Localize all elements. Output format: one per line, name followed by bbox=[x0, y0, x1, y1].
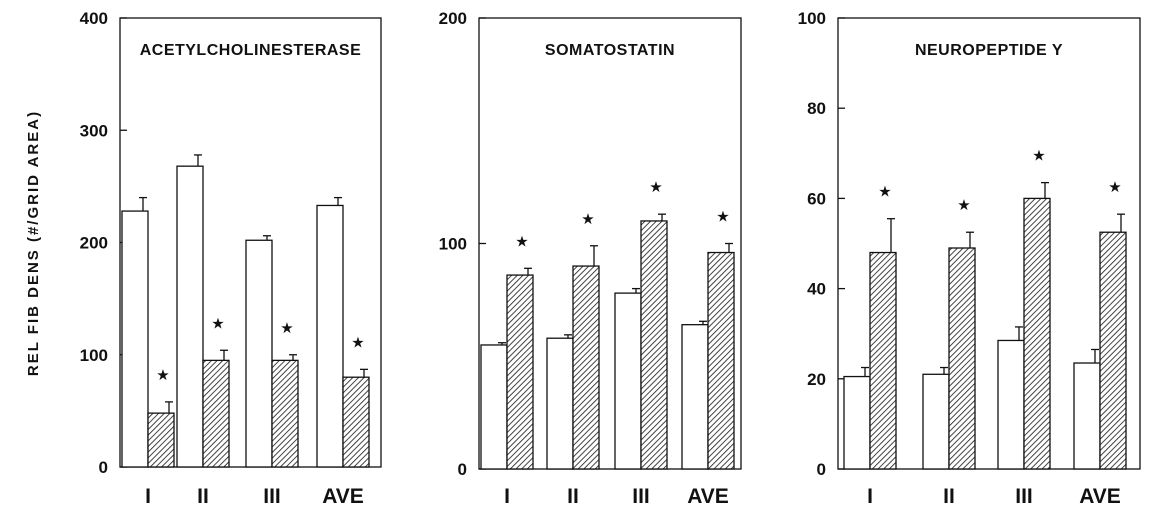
bar-treated bbox=[948, 247, 976, 470]
bar-control bbox=[922, 373, 950, 470]
x-tick-label: III bbox=[1015, 485, 1033, 508]
bar-control bbox=[121, 210, 149, 468]
bar-treated bbox=[202, 359, 230, 468]
chart-panel: 0 100 200 SOMATOSTATIN ★ I ★ II ★ III ★ AVE bbox=[439, 9, 742, 508]
bar-control bbox=[1073, 362, 1101, 470]
significance-star: ★ bbox=[1108, 178, 1121, 196]
significance-star: ★ bbox=[1032, 147, 1045, 165]
x-tick-label: II bbox=[197, 485, 209, 508]
bar-treated bbox=[506, 274, 534, 470]
bar-control bbox=[546, 337, 574, 470]
bar-control bbox=[480, 344, 508, 470]
bar-treated bbox=[271, 359, 299, 468]
significance-star: ★ bbox=[581, 210, 594, 228]
chart-title: SOMATOSTATIN bbox=[545, 42, 675, 59]
y-tick-label: 20 bbox=[807, 370, 826, 389]
x-tick-label: III bbox=[632, 485, 650, 508]
x-tick-label: AVE bbox=[1079, 485, 1121, 508]
significance-star: ★ bbox=[156, 366, 169, 384]
bar-treated bbox=[707, 251, 735, 470]
significance-star: ★ bbox=[649, 178, 662, 196]
bar-control bbox=[997, 339, 1025, 470]
panels: 0100200300400ACETYLCHOLINESTERASE★I★II★I… bbox=[80, 9, 1141, 508]
y-tick-label: 0 bbox=[99, 458, 108, 477]
bar-treated bbox=[1099, 231, 1127, 470]
y-axis-label: REL FIB DENS (#/GRID AREA) bbox=[25, 110, 42, 376]
bar-treated bbox=[640, 220, 668, 470]
significance-star: ★ bbox=[211, 314, 224, 332]
bar-control bbox=[681, 324, 709, 470]
y-tick-label: 200 bbox=[439, 9, 467, 28]
x-tick-label: I bbox=[145, 485, 151, 508]
chart-title: ACETYLCHOLINESTERASE bbox=[140, 42, 362, 59]
y-tick-label: 100 bbox=[798, 9, 826, 28]
y-tick-label: 0 bbox=[458, 460, 467, 479]
bar-treated bbox=[342, 376, 370, 468]
x-tick-label: I bbox=[504, 485, 510, 508]
y-tick-label: 80 bbox=[807, 99, 826, 118]
y-tick-label: 100 bbox=[80, 346, 108, 365]
x-tick-label: II bbox=[567, 485, 579, 508]
x-tick-label: III bbox=[263, 485, 281, 508]
x-tick-label: I bbox=[867, 485, 873, 508]
bar-control bbox=[843, 375, 871, 470]
y-tick-label: 60 bbox=[807, 189, 826, 208]
x-tick-label: II bbox=[943, 485, 955, 508]
bar-treated bbox=[1023, 197, 1051, 470]
significance-star: ★ bbox=[716, 208, 729, 226]
significance-star: ★ bbox=[878, 183, 891, 201]
bar-control bbox=[316, 204, 344, 468]
y-tick-label: 0 bbox=[817, 460, 826, 479]
x-tick-label: AVE bbox=[322, 485, 364, 508]
significance-star: ★ bbox=[957, 196, 970, 214]
bar-control bbox=[614, 292, 642, 470]
bar-treated bbox=[147, 412, 175, 468]
significance-star: ★ bbox=[515, 232, 528, 250]
significance-star: ★ bbox=[351, 333, 364, 351]
y-tick-label: 100 bbox=[439, 235, 467, 254]
bar-control bbox=[176, 165, 204, 468]
bar-treated bbox=[869, 251, 897, 470]
plot-frame bbox=[837, 17, 1141, 470]
bar-treated bbox=[572, 265, 600, 470]
chart-title: NEUROPEPTIDE Y bbox=[915, 42, 1063, 59]
chart-panel: 0 100 200 300 400 ACETYLCHOLINESTERASE ★ I ★ II ★ I… bbox=[80, 9, 382, 508]
y-tick-label: 40 bbox=[807, 280, 826, 299]
significance-star: ★ bbox=[280, 319, 293, 337]
y-tick-label: 200 bbox=[80, 234, 108, 253]
bar-control bbox=[245, 239, 273, 468]
y-tick-label: 300 bbox=[80, 121, 108, 140]
y-tick-label: 400 bbox=[80, 9, 108, 28]
x-tick-label: AVE bbox=[687, 485, 729, 508]
chart-panel: 0 20 40 60 80 100 NEUROPEPTIDE Y ★ I ★ II ★ III ★ AVE bbox=[798, 9, 1141, 508]
